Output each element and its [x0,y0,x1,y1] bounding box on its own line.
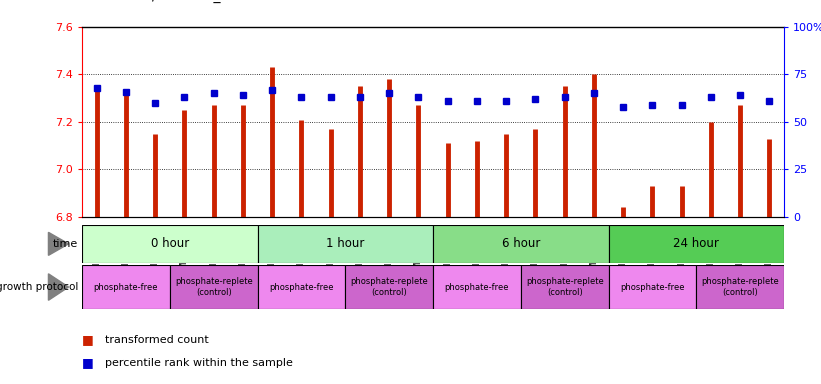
Text: phosphate-replete
(control): phosphate-replete (control) [525,277,603,297]
Text: phosphate-replete
(control): phosphate-replete (control) [175,277,253,297]
Polygon shape [48,274,69,300]
Bar [170,265,258,309]
Text: ■: ■ [82,356,94,369]
Bar [346,265,433,309]
Text: 1 hour: 1 hour [326,237,365,250]
Text: GDS3896 / 257420_at: GDS3896 / 257420_at [82,0,235,3]
Bar [258,225,433,263]
Text: phosphate-free: phosphate-free [445,283,509,291]
Bar [696,265,784,309]
Bar [82,265,170,309]
Text: ■: ■ [82,333,94,346]
Bar [521,265,608,309]
Polygon shape [48,232,69,255]
Bar [82,225,258,263]
Bar [608,265,696,309]
Text: growth protocol: growth protocol [0,282,78,292]
Bar [608,225,784,263]
Text: 24 hour: 24 hour [673,237,719,250]
Bar [433,265,521,309]
Text: phosphate-replete
(control): phosphate-replete (control) [351,277,428,297]
Text: percentile rank within the sample: percentile rank within the sample [105,358,293,368]
Text: phosphate-replete
(control): phosphate-replete (control) [701,277,779,297]
Text: phosphate-free: phosphate-free [94,283,158,291]
Bar [258,265,346,309]
Bar [433,225,608,263]
Text: phosphate-free: phosphate-free [269,283,333,291]
Text: time: time [53,239,78,249]
Text: 0 hour: 0 hour [151,237,189,250]
Text: phosphate-free: phosphate-free [620,283,685,291]
Text: 6 hour: 6 hour [502,237,540,250]
Text: transformed count: transformed count [105,335,209,345]
